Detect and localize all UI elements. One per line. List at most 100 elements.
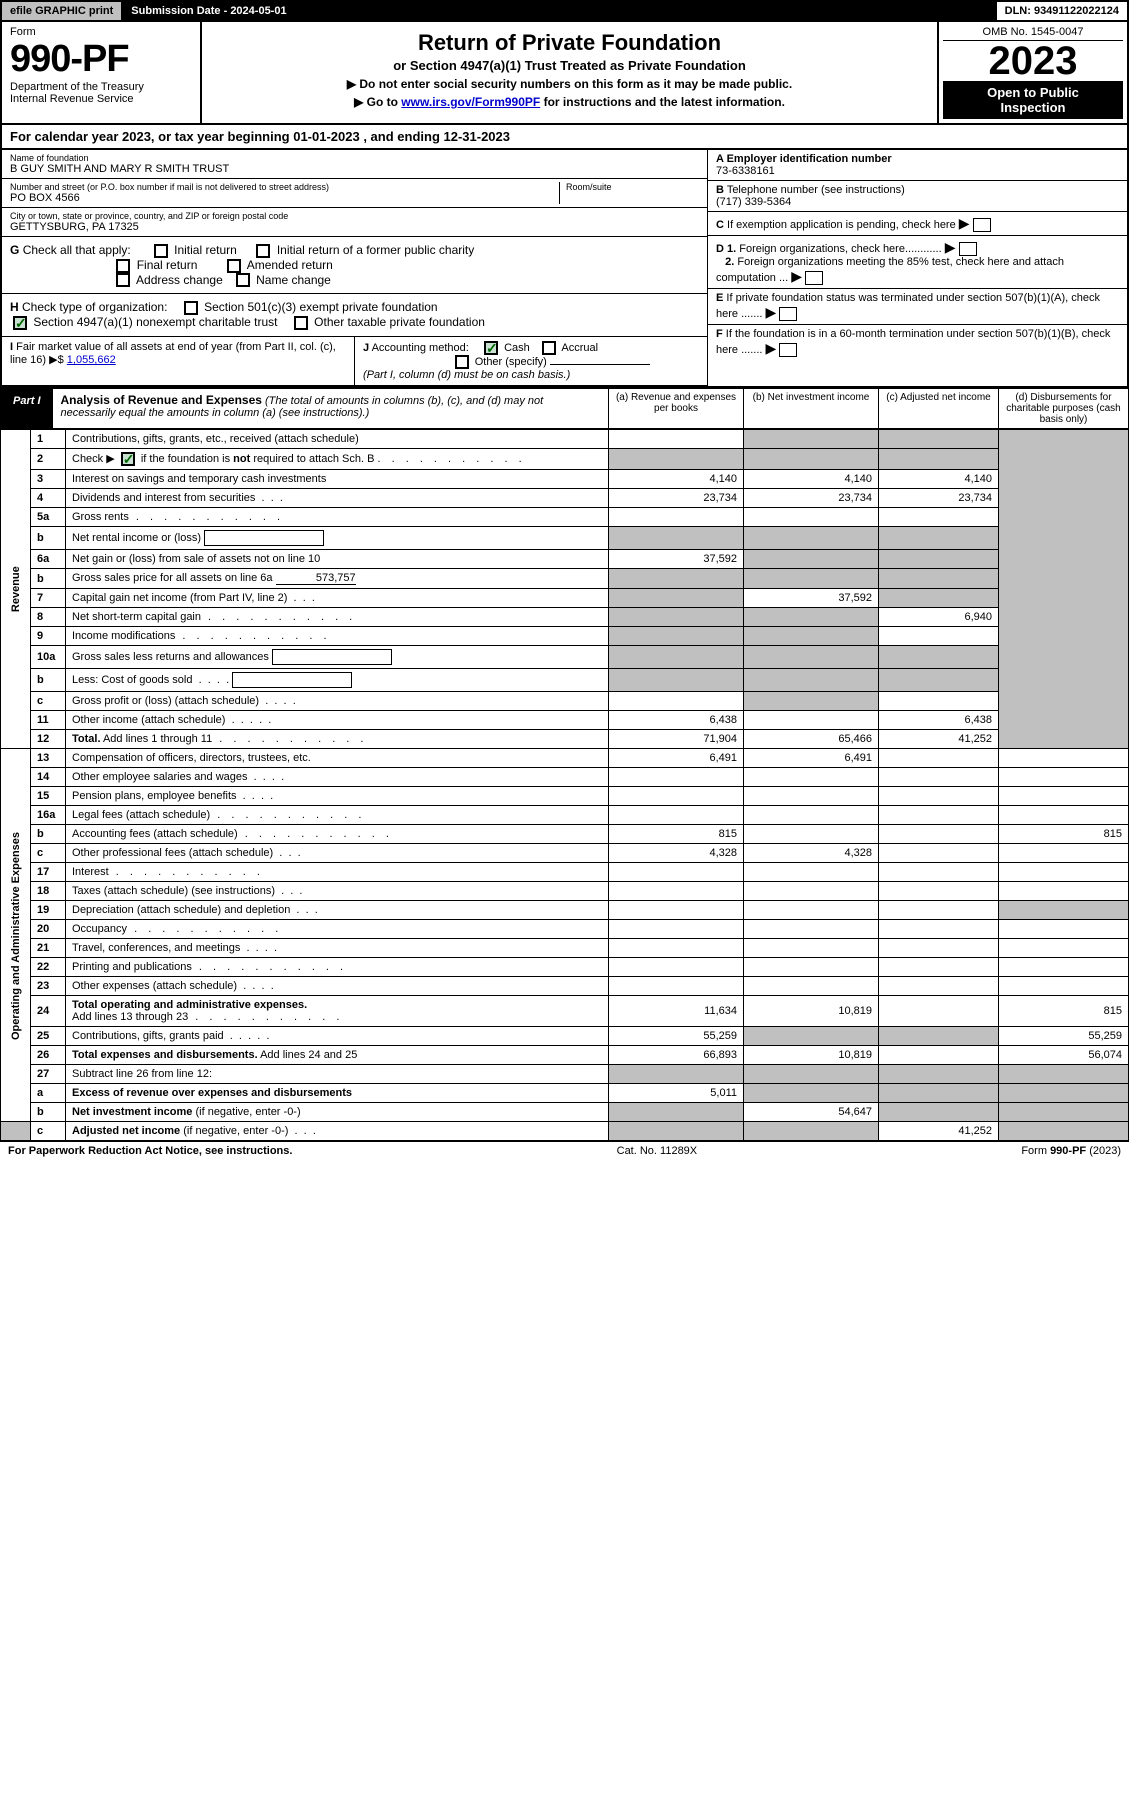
g-bold: G [10,243,19,257]
initial-former-checkbox[interactable] [256,244,270,258]
col-b-header: (b) Net investment income [743,389,878,428]
g-opt5: Address change [136,273,223,287]
top-bar: efile GRAPHIC print Submission Date - 20… [0,0,1129,22]
city-state-zip: GETTYSBURG, PA 17325 [10,221,699,233]
goto-suffix: for instructions and the latest informat… [544,95,785,109]
paperwork-notice: For Paperwork Reduction Act Notice, see … [8,1145,292,1157]
table-row: Revenue 1 Contributions, gifts, grants, … [1,430,1129,449]
amended-return-checkbox[interactable] [227,259,241,273]
table-row: 5a Gross rents [1,508,1129,527]
initial-return-checkbox[interactable] [154,244,168,258]
d1-checkbox[interactable] [959,242,977,256]
footer: For Paperwork Reduction Act Notice, see … [0,1141,1129,1160]
part1-label: Part I [1,389,53,428]
table-row: c Other professional fees (attach schedu… [1,844,1129,863]
form-subtitle2a: ▶ Do not enter social security numbers o… [210,77,929,91]
accrual-checkbox[interactable] [542,341,556,355]
j-bold: J [363,342,369,354]
irs-link[interactable]: www.irs.gov/Form990PF [401,95,540,109]
part1-header: Part I Analysis of Revenue and Expenses … [0,388,1129,429]
part1-table: Revenue 1 Contributions, gifts, grants, … [0,429,1129,1141]
val-b [744,430,879,449]
table-row: 26 Total expenses and disbursements. Add… [1,1046,1129,1065]
address: PO BOX 4566 [10,192,559,204]
j-label: Accounting method: [372,342,469,354]
d2-checkbox[interactable] [805,271,823,285]
fmv-value: 1,055,662 [67,354,116,366]
org-info-grid: Name of foundation B GUY SMITH AND MARY … [0,150,1129,388]
other-method-checkbox[interactable] [455,355,469,369]
table-row: b Net rental income or (loss) [1,527,1129,550]
g-opt1: Initial return [174,243,237,257]
irs-label: Internal Revenue Service [10,93,192,105]
table-row: 4 Dividends and interest from securities… [1,489,1129,508]
j-other: Other (specify) [475,356,547,368]
form-number: 990-PF [10,38,192,81]
g-opt4: Amended return [247,258,333,272]
line-num: 2 [31,449,66,470]
g-opt2: Initial return of a former public charit… [277,243,474,257]
table-row: 25 Contributions, gifts, grants paid . .… [1,1027,1129,1046]
sec4947-checkbox[interactable] [13,316,27,330]
col-d-header: (d) Disbursements for charitable purpose… [998,389,1128,428]
phone-b: B [716,184,724,196]
table-row: 19 Depreciation (attach schedule) and de… [1,901,1129,920]
table-row: b Accounting fees (attach schedule) 815 … [1,825,1129,844]
i-bold: I [10,341,13,353]
table-row: 11 Other income (attach schedule) . . . … [1,711,1129,730]
efile-label: efile GRAPHIC print [2,2,123,20]
e-b: E [716,292,723,304]
revenue-side-label: Revenue [1,430,31,749]
table-row: 8 Net short-term capital gain 6,940 [1,608,1129,627]
table-row: a Excess of revenue over expenses and di… [1,1084,1129,1103]
table-row: b Gross sales price for all assets on li… [1,569,1129,589]
h-opt1: Section 501(c)(3) exempt private foundat… [204,300,437,314]
calendar-year: For calendar year 2023, or tax year begi… [0,125,1129,150]
table-row: 24 Total operating and administrative ex… [1,996,1129,1027]
f-checkbox[interactable] [779,343,797,357]
table-row: 20 Occupancy [1,920,1129,939]
table-row: 7 Capital gain net income (from Part IV,… [1,589,1129,608]
goto-prefix: ▶ Go to [354,95,401,109]
table-row: 18 Taxes (attach schedule) (see instruct… [1,882,1129,901]
name-change-checkbox[interactable] [236,273,250,287]
cash-checkbox[interactable] [484,341,498,355]
form-footer: Form 990-PF (2023) [1021,1145,1121,1157]
table-row: 27 Subtract line 26 from line 12: [1,1065,1129,1084]
other-taxable-checkbox[interactable] [294,316,308,330]
phone-value: (717) 339-5364 [716,196,791,208]
address-change-checkbox[interactable] [116,273,130,287]
g-opt6: Name change [256,273,331,287]
final-return-checkbox[interactable] [116,259,130,273]
sec501-checkbox[interactable] [184,301,198,315]
open-public-2: Inspection [943,100,1123,115]
table-row: c Adjusted net income (if negative, ente… [1,1122,1129,1141]
i-label: Fair market value of all assets at end o… [10,341,336,366]
c-checkbox[interactable] [973,218,991,232]
room-label: Room/suite [566,182,699,192]
table-row: 2 Check ▶ if the foundation is not requi… [1,449,1129,470]
dept-treasury: Department of the Treasury [10,81,192,93]
h-label: Check type of organization: [22,300,167,314]
g-opt3: Final return [137,258,198,272]
j-accrual: Accrual [561,342,598,354]
schb-checkbox[interactable] [121,452,135,466]
line-num: 1 [31,430,66,449]
table-row: b Net investment income (if negative, en… [1,1103,1129,1122]
expenses-side-label: Operating and Administrative Expenses [1,749,31,1122]
cat-no: Cat. No. 11289X [617,1145,698,1157]
dln: DLN: 93491122022124 [997,2,1127,20]
city-label: City or town, state or province, country… [10,211,699,221]
val-c [879,430,999,449]
table-row: c Gross profit or (loss) (attach schedul… [1,692,1129,711]
form-subtitle1: or Section 4947(a)(1) Trust Treated as P… [210,58,929,73]
table-row: 10a Gross sales less returns and allowan… [1,646,1129,669]
val-d [999,430,1129,749]
line-desc: Contributions, gifts, grants, etc., rece… [66,430,609,449]
ein-label: A Employer identification number [716,153,892,165]
e-checkbox[interactable] [779,307,797,321]
addr-label: Number and street (or P.O. box number if… [10,182,559,192]
j-note: (Part I, column (d) must be on cash basi… [363,369,570,381]
c-b: C [716,219,724,231]
table-row: b Less: Cost of goods sold . . . . [1,669,1129,692]
